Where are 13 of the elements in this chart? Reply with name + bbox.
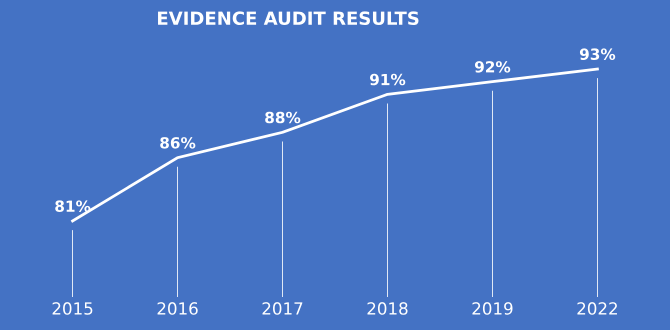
x-tick-label: 2015 bbox=[52, 302, 92, 315]
data-label: 88% bbox=[265, 112, 300, 124]
x-tick-label: 2019 bbox=[472, 302, 512, 315]
data-label: 81% bbox=[55, 200, 90, 212]
data-label: 91% bbox=[370, 74, 406, 86]
data-label: 86% bbox=[160, 137, 196, 149]
x-tick-label: 2018 bbox=[367, 302, 408, 315]
x-tick-label: 2017 bbox=[262, 302, 302, 315]
data-label: 93% bbox=[580, 48, 616, 60]
x-tick-label: 2022 bbox=[577, 302, 617, 315]
chart-title: EVIDENCE AUDIT RESULTS bbox=[158, 11, 419, 26]
data-label: 92% bbox=[474, 61, 510, 73]
x-tick-label: 2016 bbox=[158, 302, 198, 315]
